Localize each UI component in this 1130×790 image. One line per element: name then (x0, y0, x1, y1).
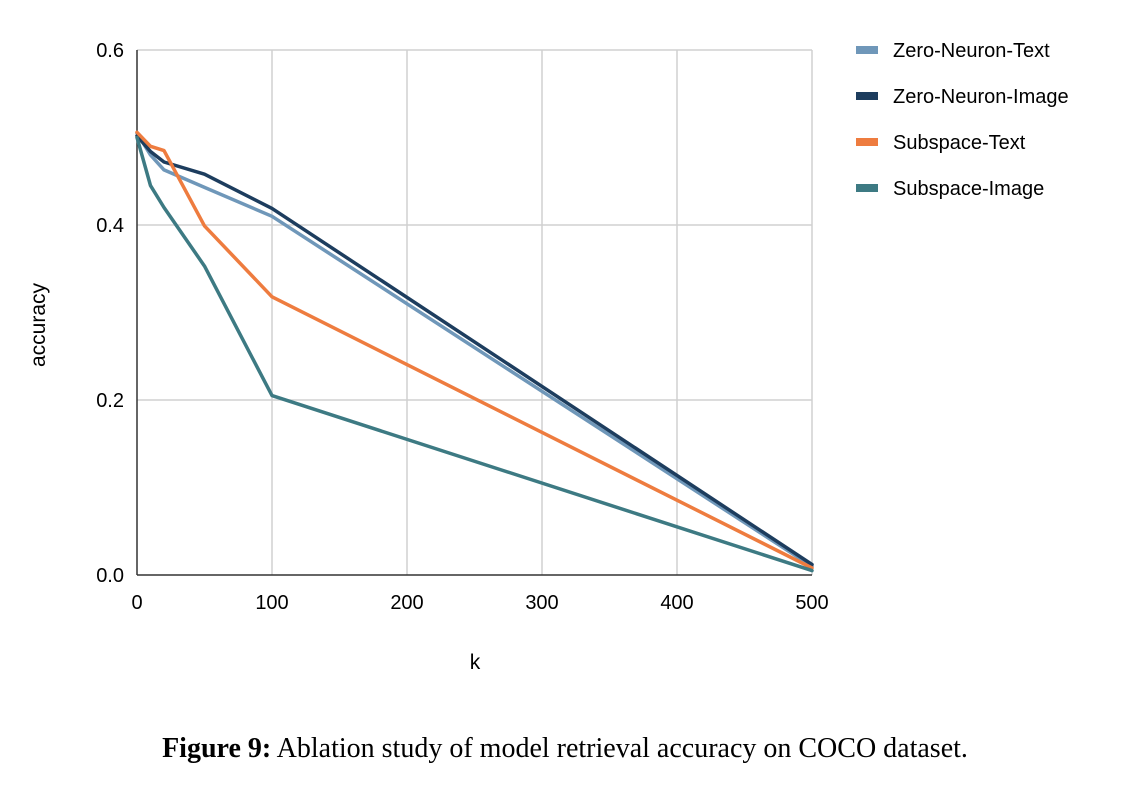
legend-label: Subspace-Text (893, 132, 1026, 154)
tick-labels: 0 100 200 300 400 500 0.0 0.2 0.4 0.6 (96, 40, 829, 614)
y-tick-label: 0.4 (96, 215, 124, 237)
x-tick-label: 100 (255, 592, 288, 614)
series-line-subspace-image (135, 135, 814, 573)
y-axis-label: accuracy (27, 282, 50, 367)
x-tick-label: 500 (795, 592, 828, 614)
series-line-zero-neuron-image (135, 134, 814, 567)
x-axis-label: k (470, 651, 481, 674)
legend-swatch (856, 184, 878, 192)
x-tick-label: 200 (390, 592, 423, 614)
legend-label: Zero-Neuron-Image (893, 86, 1069, 108)
line-chart: 0 100 200 300 400 500 0.0 0.2 0.4 0.6 Zero-Neuron… (27, 40, 1069, 674)
series-line-subspace-text (135, 130, 814, 570)
legend-swatch (856, 46, 878, 54)
legend-label: Zero-Neuron-Text (893, 40, 1050, 62)
x-tick-label: 400 (660, 592, 693, 614)
x-tick-label: 0 (131, 592, 142, 614)
y-tick-label: 0.2 (96, 390, 124, 412)
figure-caption: Figure 9: Ablation study of model retrie… (0, 733, 1130, 765)
series-line-zero-neuron-text (135, 131, 814, 569)
legend-swatch (856, 92, 878, 100)
legend-swatch (856, 138, 878, 146)
y-tick-label: 0.6 (96, 40, 124, 62)
figure-caption-text: Ablation study of model retrieval accura… (276, 733, 968, 764)
y-tick-label: 0.0 (96, 565, 124, 587)
x-tick-label: 300 (525, 592, 558, 614)
chart-legend: Zero-Neuron-Text Zero-Neuron-Image Subspac… (856, 40, 1069, 200)
chart-series (135, 130, 814, 573)
legend-label: Subspace-Image (893, 178, 1044, 200)
figure-label: Figure 9: (162, 733, 272, 764)
